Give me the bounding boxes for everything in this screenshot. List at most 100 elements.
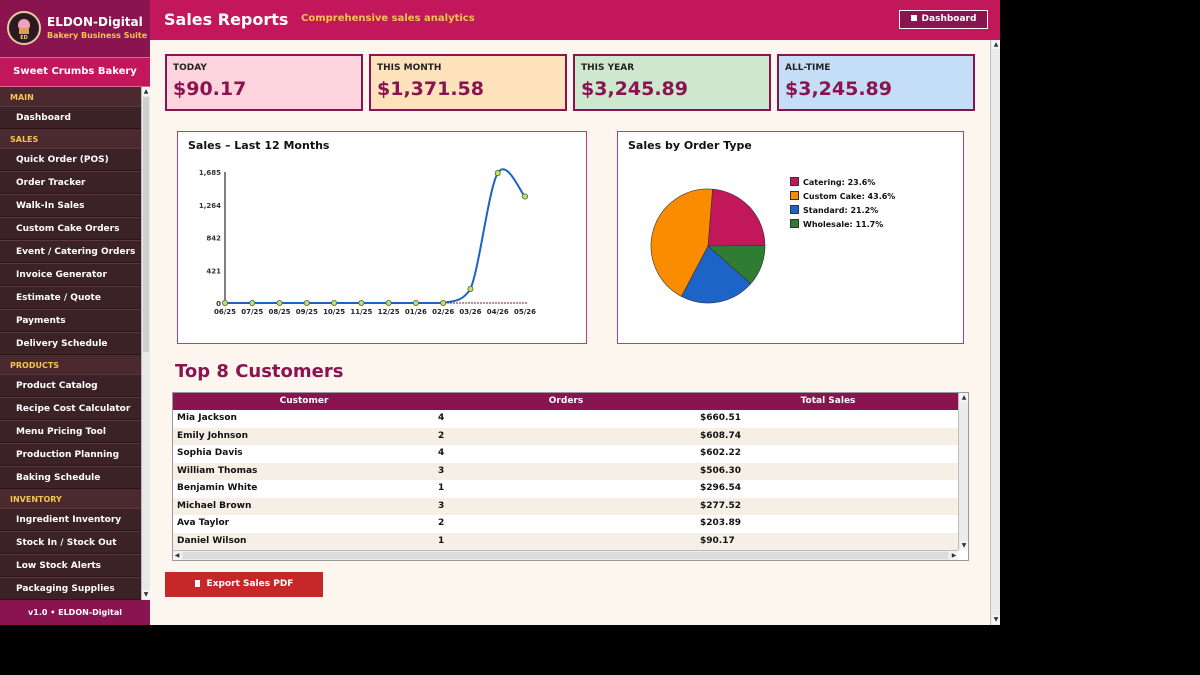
sidebar-item-event-catering-orders[interactable]: Event / Catering Orders	[0, 240, 141, 263]
cell-customer: Emily Johnson	[177, 430, 248, 441]
sales-data-point[interactable]	[494, 170, 501, 177]
scroll-up-icon[interactable]: ▲	[960, 393, 968, 402]
legend-swatch	[790, 191, 799, 200]
scroll-down-icon[interactable]: ▼	[960, 541, 968, 550]
sales-data-point[interactable]	[521, 193, 528, 200]
sidebar-section-main: MAIN	[10, 93, 34, 102]
sidebar-item-payments[interactable]: Payments	[0, 309, 141, 332]
table-vertical-scrollbar[interactable]: ▲ ▼	[958, 393, 968, 550]
cell-orders: 4	[438, 448, 445, 458]
sidebar-item-low-stock-alerts[interactable]: Low Stock Alerts	[0, 554, 141, 577]
table-row[interactable]: William Thomas 3 $506.30	[173, 462, 958, 480]
legend-label: Standard: 21.2%	[803, 206, 879, 215]
table-scroll-thumb[interactable]	[183, 552, 948, 559]
sales-data-point[interactable]	[467, 286, 474, 293]
sales-data-point[interactable]	[303, 299, 310, 306]
export-sales-pdf-button[interactable]: Export Sales PDF	[165, 572, 323, 597]
sidebar-item-dashboard[interactable]: Dashboard	[0, 106, 141, 129]
legend-swatch	[790, 205, 799, 214]
y-tick-label: 842	[206, 235, 221, 243]
cell-total-sales: $296.54	[700, 483, 741, 493]
legend-swatch	[790, 177, 799, 186]
app-window: ED ELDON-Digital Bakery Business Suite S…	[0, 0, 1000, 625]
scroll-left-icon[interactable]: ◀	[173, 551, 181, 560]
sales-data-point[interactable]	[276, 299, 283, 306]
sidebar-item-recipe-cost-calculator[interactable]: Recipe Cost Calculator	[0, 397, 141, 420]
stat-card-value: $90.17	[173, 78, 247, 100]
pie-slice-custom-cake[interactable]	[650, 188, 713, 297]
sidebar-item-walk-in-sales[interactable]: Walk-In Sales	[0, 194, 141, 217]
sales-data-point[interactable]	[331, 299, 338, 306]
sidebar-item-ingredient-inventory[interactable]: Ingredient Inventory	[0, 508, 141, 531]
sales-data-point[interactable]	[222, 299, 229, 306]
legend-label: Custom Cake: 43.6%	[803, 192, 896, 201]
table-row[interactable]: Michael Brown 3 $277.52	[173, 497, 958, 515]
sidebar-item-baking-schedule[interactable]: Baking Schedule	[0, 466, 141, 489]
table-horizontal-scrollbar[interactable]: ◀ ▶	[173, 550, 958, 560]
stat-card-label: THIS YEAR	[581, 63, 635, 73]
column-header-total-sales[interactable]: Total Sales	[800, 396, 856, 406]
legend-label: Wholesale: 11.7%	[803, 220, 884, 229]
cell-total-sales: $602.22	[700, 448, 741, 458]
sales-data-point[interactable]	[358, 299, 365, 306]
sidebar-section-products: PRODUCTS	[10, 361, 60, 370]
sidebar-item-packaging-supplies[interactable]: Packaging Supplies	[0, 577, 141, 600]
sidebar-scrollbar[interactable]: ▲ ▼	[141, 87, 150, 600]
cupcake-logo-icon: ED	[7, 11, 41, 45]
sidebar-item-production-planning[interactable]: Production Planning	[0, 443, 141, 466]
sidebar-item-custom-cake-orders[interactable]: Custom Cake Orders	[0, 217, 141, 240]
table-row[interactable]: Sophia Davis 4 $602.22	[173, 445, 958, 463]
stat-card-label: ALL-TIME	[785, 63, 831, 73]
pie-slice-catering[interactable]	[707, 188, 766, 247]
table-row[interactable]: Mia Jackson 4 $660.51	[173, 410, 958, 428]
legend-item-wholesale: Wholesale: 11.7%	[790, 219, 883, 231]
sales-data-point[interactable]	[385, 299, 392, 306]
brand-subtitle: Bakery Business Suite	[47, 31, 148, 40]
dashboard-button[interactable]: Dashboard	[899, 10, 988, 29]
stat-card-label: TODAY	[173, 63, 207, 73]
sidebar-item-stock-in-stock-out[interactable]: Stock In / Stock Out	[0, 531, 141, 554]
sidebar-scroll-thumb[interactable]	[143, 97, 149, 352]
sales-data-point[interactable]	[412, 299, 419, 306]
export-button-label: Export Sales PDF	[206, 579, 294, 589]
column-header-orders[interactable]: Orders	[548, 396, 584, 406]
pie-chart-panel: Sales by Order Type Catering: 23.6% Custo…	[617, 131, 964, 344]
table-row[interactable]: Emily Johnson 2 $608.74	[173, 427, 958, 445]
sidebar-item-delivery-schedule[interactable]: Delivery Schedule	[0, 332, 141, 355]
stat-card-this-month: THIS MONTH $1,371.58	[369, 54, 567, 111]
cell-orders: 3	[438, 465, 445, 476]
customers-title: Top 8 Customers	[175, 361, 344, 382]
cell-total-sales: $506.30	[700, 465, 741, 476]
table-row[interactable]: Ava Taylor 2 $203.89	[173, 515, 958, 533]
table-row[interactable]: Benjamin White 1 $296.54	[173, 480, 958, 498]
page-subtitle: Comprehensive sales analytics	[301, 13, 475, 24]
pie-chart-title: Sales by Order Type	[628, 139, 752, 152]
sidebar-item-menu-pricing-tool[interactable]: Menu Pricing Tool	[0, 420, 141, 443]
page-title: Sales Reports	[164, 10, 289, 29]
x-tick-label: 10/25	[323, 308, 345, 316]
scroll-up-icon[interactable]: ▲	[142, 87, 150, 96]
column-header-customer[interactable]: Customer	[279, 396, 329, 406]
sidebar-item-estimate-quote[interactable]: Estimate / Quote	[0, 286, 141, 309]
version-footer: v1.0 • ELDON-Digital	[0, 600, 150, 625]
sales-data-point[interactable]	[440, 299, 447, 306]
scroll-down-icon[interactable]: ▼	[142, 590, 150, 599]
scroll-up-icon[interactable]: ▲	[992, 40, 1000, 49]
scroll-down-icon[interactable]: ▼	[992, 615, 1000, 624]
sidebar-item-product-catalog[interactable]: Product Catalog	[0, 374, 141, 397]
pie-slice-standard[interactable]	[681, 245, 752, 304]
sidebar-item-quick-order-pos[interactable]: Quick Order (POS)	[0, 148, 141, 171]
sidebar-item-invoice-generator[interactable]: Invoice Generator	[0, 263, 141, 286]
cell-customer: William Thomas	[177, 465, 258, 476]
scroll-right-icon[interactable]: ▶	[950, 551, 958, 560]
stat-card-all-time: ALL-TIME $3,245.89	[777, 54, 975, 111]
main-scrollbar[interactable]: ▲ ▼	[990, 40, 1000, 625]
x-tick-label: 04/26	[487, 308, 509, 316]
logo-text: ED	[20, 35, 28, 41]
cell-customer: Benjamin White	[177, 483, 258, 493]
sidebar-section-inventory: INVENTORY	[10, 495, 62, 504]
sales-data-point[interactable]	[249, 299, 256, 306]
table-row[interactable]: Daniel Wilson 1 $90.17	[173, 532, 958, 550]
sidebar-item-order-tracker[interactable]: Order Tracker	[0, 171, 141, 194]
x-tick-label: 06/25	[214, 308, 236, 316]
